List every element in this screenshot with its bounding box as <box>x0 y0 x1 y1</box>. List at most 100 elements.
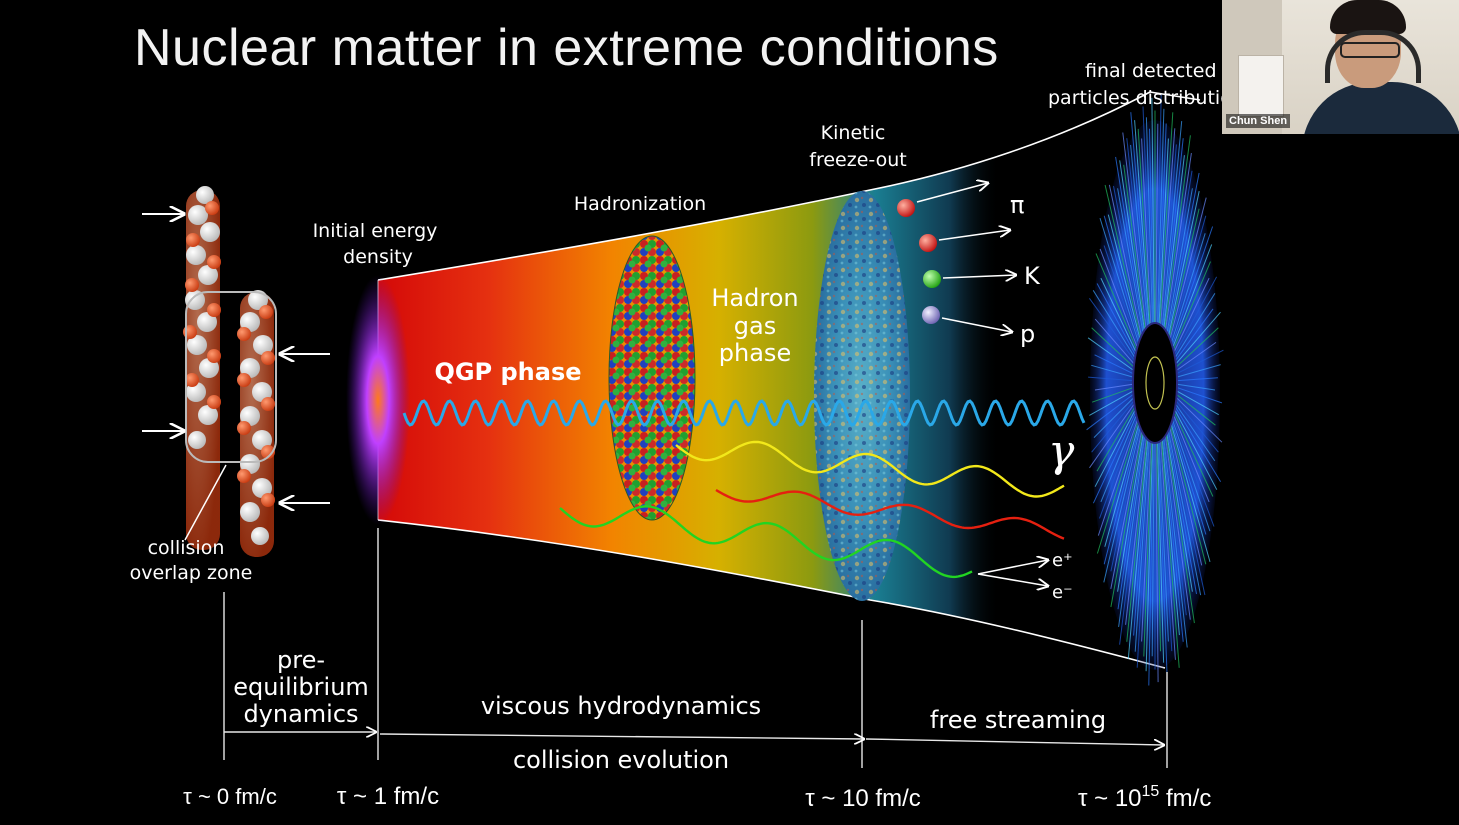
detector-track <box>1162 153 1192 350</box>
detector-track <box>1110 410 1146 572</box>
detector-track <box>1145 422 1154 672</box>
detector-track <box>1165 409 1203 566</box>
label-hadronization: Hadronization <box>574 193 706 215</box>
hadronization-ellipsoid <box>608 235 696 521</box>
detector-track <box>1167 398 1214 497</box>
detector-track <box>1130 112 1151 346</box>
nucleus-right <box>237 290 275 557</box>
label-dynamics: dynamics <box>243 700 358 728</box>
label-gamma: γ <box>1048 426 1075 477</box>
detector-track <box>1155 123 1159 344</box>
detector-track <box>1117 415 1148 610</box>
detector-track <box>1164 411 1202 596</box>
detector-track <box>1118 416 1148 627</box>
label-viscous-hydrodynamics: viscous hydrodynamics <box>481 692 761 720</box>
detector-track <box>1162 170 1193 351</box>
label-e-minus: e⁻ <box>1052 582 1073 603</box>
participant-video-tile[interactable]: Chun Shen <box>1222 0 1459 134</box>
arrow-right-icon <box>942 275 1016 278</box>
detector-track <box>1119 417 1149 645</box>
detector-track <box>1167 395 1222 482</box>
label-K: K <box>1024 262 1041 290</box>
detector-track <box>1166 226 1214 362</box>
detector-track <box>1108 184 1146 355</box>
detector-track <box>1092 290 1143 370</box>
detector-track <box>1115 156 1148 351</box>
label-tau-1: τ ~ 1 fm/c <box>337 783 439 810</box>
detector-track <box>1103 245 1144 362</box>
detector-track <box>1117 188 1147 352</box>
detector-track <box>1157 421 1169 642</box>
label-equilibrium: equilibrium <box>233 673 369 701</box>
detector-track <box>1160 138 1184 348</box>
detector-track <box>1157 138 1169 345</box>
particle-ball-icon <box>919 234 937 252</box>
detector-track <box>1125 418 1149 625</box>
video-background-frame <box>1238 55 1284 117</box>
detector-track <box>1161 155 1185 348</box>
label-freeze-out: freeze-out <box>809 149 906 171</box>
detector-track <box>1166 261 1211 365</box>
detector-track <box>1156 108 1165 344</box>
label-initial-energy: Initial energy <box>313 220 438 242</box>
detector-track <box>1167 396 1218 490</box>
detector-track <box>1086 388 1142 431</box>
detector-track <box>1110 413 1147 608</box>
detector-track <box>1141 138 1153 345</box>
detector-track <box>1103 407 1145 565</box>
detector-track <box>1168 311 1221 373</box>
detector-track <box>1104 406 1145 547</box>
detector-track <box>1092 398 1143 504</box>
detector-track <box>1155 422 1161 652</box>
detector-track <box>1095 253 1144 365</box>
detector-track <box>1103 215 1145 359</box>
label-p: p <box>1020 320 1035 348</box>
label-tau-0: τ ~ 0 fm/c <box>183 784 277 809</box>
detector-track <box>1159 144 1177 346</box>
freeze-out-ellipsoid <box>814 191 910 601</box>
label-kinetic: Kinetic <box>821 122 886 144</box>
photon-wave-icon <box>402 399 1086 427</box>
detector-track <box>1166 244 1213 363</box>
detector-track <box>1166 404 1207 535</box>
detector-track <box>1164 208 1200 356</box>
detector-event-display <box>1086 94 1224 686</box>
label-hadron: Hadron <box>711 284 798 312</box>
detector-track <box>1141 421 1153 642</box>
particle-ball-icon <box>923 270 941 288</box>
detector-track <box>1126 418 1150 642</box>
arrow-right-icon <box>938 230 1010 241</box>
detector-track <box>1104 184 1146 356</box>
timeline <box>223 528 1168 768</box>
detector-track <box>1113 185 1147 353</box>
label-pre: pre- <box>277 646 325 674</box>
detector-track <box>1167 293 1216 370</box>
detector-track <box>1145 117 1154 344</box>
detector-track <box>1148 422 1155 686</box>
detector-track <box>1107 214 1145 357</box>
detector-track <box>1133 420 1151 636</box>
detector-track <box>1157 422 1168 674</box>
detector-track <box>1163 413 1197 595</box>
detector-track <box>1161 417 1187 616</box>
label-tau-10-15: τ ~ 1015 fm/c <box>1078 783 1211 812</box>
detector-track <box>1168 389 1223 443</box>
detector-track <box>1099 217 1145 360</box>
label-qgp-phase: QGP phase <box>434 358 581 386</box>
detector-track <box>1166 403 1211 532</box>
arrow-right-icon <box>379 734 864 739</box>
detector-track <box>1136 421 1152 668</box>
detector-track <box>1142 106 1153 344</box>
detector-track <box>1161 418 1188 648</box>
label-collision-evolution: collision evolution <box>513 746 729 774</box>
overlap-zone-outline <box>185 291 277 463</box>
detector-track <box>1165 407 1207 565</box>
detector-track <box>1103 409 1145 583</box>
detector-track <box>1100 400 1143 503</box>
detector-track <box>1165 406 1211 563</box>
detector-track <box>1164 410 1206 596</box>
arrow-right-icon <box>941 317 1012 332</box>
detector-track <box>1167 400 1210 503</box>
detector-track <box>1155 94 1162 344</box>
detector-track <box>1165 215 1207 359</box>
